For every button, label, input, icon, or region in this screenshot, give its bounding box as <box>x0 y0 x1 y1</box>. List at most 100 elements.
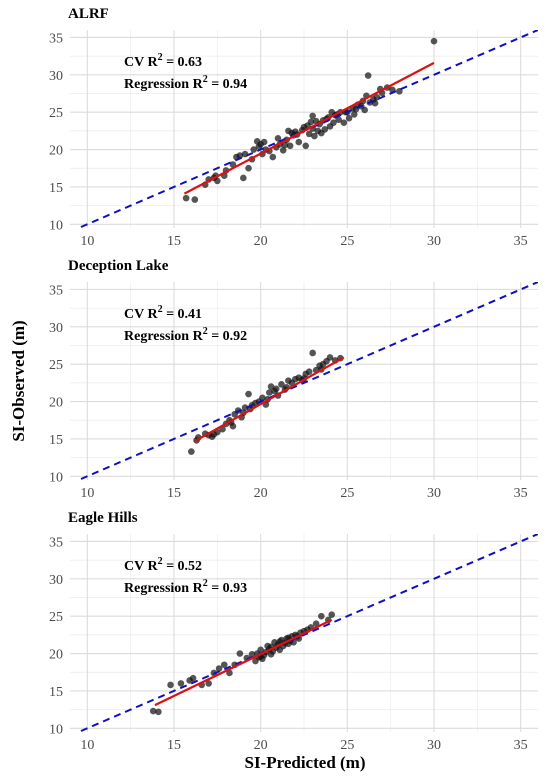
regression-r2-annotation-superscript: 2 <box>203 74 208 85</box>
data-point <box>335 116 342 123</box>
x-tick-label: 10 <box>80 486 94 501</box>
regression-r2-annotation: Regression R2 = 0.94 <box>124 74 247 92</box>
data-point <box>345 114 353 122</box>
data-point <box>281 141 289 149</box>
cv-r2-annotation-superscript: 2 <box>158 304 163 315</box>
y-tick-label: 10 <box>49 218 63 233</box>
data-point <box>269 153 277 161</box>
regression-r2-annotation-superscript: 2 <box>203 578 208 589</box>
regression-r2-annotation: Regression R2 = 0.92 <box>124 326 247 344</box>
data-point <box>241 404 249 411</box>
data-point <box>295 138 303 146</box>
cv-r2-annotation: CV R2 = 0.63 <box>124 52 202 70</box>
x-tick-label: 15 <box>167 234 181 249</box>
y-tick-label: 30 <box>49 573 63 588</box>
y-tick-label: 20 <box>49 144 63 159</box>
regression-line <box>194 356 345 443</box>
regression-r2-annotation-label: Regression R <box>124 581 204 596</box>
data-point <box>364 72 372 79</box>
data-point <box>205 680 212 687</box>
y-tick-label: 25 <box>49 610 63 625</box>
regression-r2-annotation: Regression R2 = 0.93 <box>124 578 247 596</box>
x-tick-label: 30 <box>427 234 441 249</box>
data-point <box>177 680 185 687</box>
data-point <box>328 611 336 618</box>
regression-r2-annotation-label: Regression R <box>124 77 204 92</box>
y-axis-label: SI-Observed (m) <box>9 320 28 441</box>
x-tick-label: 25 <box>340 738 354 753</box>
grid <box>70 534 538 732</box>
panel-title: Deception Lake <box>68 258 169 274</box>
cv-r2-annotation-label: CV R <box>124 55 158 70</box>
y-tick-label: 35 <box>49 283 63 298</box>
cv-r2-annotation: CV R2 = 0.52 <box>124 556 202 574</box>
data-point <box>274 135 282 142</box>
data-point <box>373 93 381 101</box>
data-point <box>361 106 368 114</box>
y-tick-label: 30 <box>49 321 63 336</box>
data-point <box>278 381 285 388</box>
y-tick-label: 35 <box>49 535 63 550</box>
y-tick-label: 20 <box>49 396 63 411</box>
grid <box>70 30 538 228</box>
x-tick-label: 10 <box>80 234 94 249</box>
data-point <box>240 174 247 182</box>
y-tick-label: 25 <box>49 106 63 121</box>
data-point <box>340 119 348 126</box>
cv-r2-annotation-superscript: 2 <box>158 52 163 63</box>
data-point <box>215 665 223 672</box>
y-tick-label: 15 <box>49 181 63 196</box>
x-tick-label: 25 <box>340 234 354 249</box>
data-point <box>266 389 273 396</box>
regression-line <box>154 618 333 707</box>
x-tick-label: 15 <box>167 486 181 501</box>
one-to-one-line <box>76 282 538 480</box>
y-tick-label: 15 <box>49 433 63 448</box>
x-tick-label: 20 <box>254 486 268 501</box>
y-tick-label: 20 <box>49 648 63 663</box>
data-point <box>326 354 334 361</box>
data-point <box>210 431 218 438</box>
x-tick-label: 35 <box>514 234 528 249</box>
scatter-points <box>182 37 438 203</box>
cv-r2-annotation-label: CV R <box>124 307 158 322</box>
cv-r2-annotation-superscript: 2 <box>158 556 163 567</box>
regression-r2-annotation-value: = 0.93 <box>208 581 247 596</box>
data-point <box>309 112 316 120</box>
scatter-points <box>149 611 336 716</box>
cv-r2-annotation-value: = 0.41 <box>163 307 202 322</box>
data-point <box>350 111 358 118</box>
data-point <box>149 707 157 715</box>
data-point <box>259 394 266 402</box>
data-point <box>318 612 325 620</box>
regression-r2-annotation-superscript: 2 <box>203 326 208 337</box>
data-point <box>191 196 199 203</box>
data-point <box>305 368 313 375</box>
x-tick-label: 10 <box>80 738 94 753</box>
x-tick-label: 15 <box>167 738 181 753</box>
y-tick-label: 10 <box>49 722 63 737</box>
regression-line <box>183 61 435 195</box>
data-point <box>260 138 268 146</box>
x-tick-label: 35 <box>514 738 528 753</box>
data-point <box>255 143 263 150</box>
y-tick-label: 15 <box>49 685 63 700</box>
x-tick-label: 25 <box>340 486 354 501</box>
cv-r2-annotation-label: CV R <box>124 559 158 574</box>
y-tick-label: 30 <box>49 69 63 84</box>
y-tick-label: 25 <box>49 358 63 373</box>
data-point <box>267 383 275 390</box>
cv-r2-annotation: CV R2 = 0.41 <box>124 304 202 322</box>
data-point <box>236 650 244 657</box>
x-tick-label: 20 <box>254 234 268 249</box>
data-point <box>226 669 233 677</box>
x-tick-label: 30 <box>427 738 441 753</box>
x-axis-label: SI-Predicted (m) <box>244 753 365 772</box>
data-point <box>321 126 329 133</box>
data-point <box>430 37 438 45</box>
data-point <box>311 132 318 140</box>
cv-r2-annotation-value: = 0.52 <box>163 559 202 574</box>
panel-title: ALRF <box>68 6 109 22</box>
